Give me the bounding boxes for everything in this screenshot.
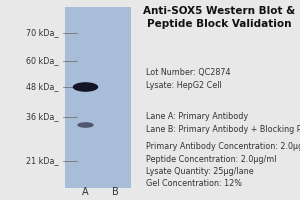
Text: Primary Antibody Concentration: 2.0μg/ml
Peptide Concentration: 2.0μg/ml
Lysate : Primary Antibody Concentration: 2.0μg/ml… xyxy=(146,142,300,188)
Text: Lane A: Primary Antibody
Lane B: Primary Antibody + Blocking Peptide: Lane A: Primary Antibody Lane B: Primary… xyxy=(146,112,300,134)
Text: Anti-SOX5 Western Blot &
Peptide Block Validation: Anti-SOX5 Western Blot & Peptide Block V… xyxy=(143,6,295,29)
Text: Lot Number: QC2874
Lysate: HepG2 Cell: Lot Number: QC2874 Lysate: HepG2 Cell xyxy=(146,68,230,90)
Ellipse shape xyxy=(77,122,94,128)
Text: 36 kDa_: 36 kDa_ xyxy=(26,112,58,121)
Text: A: A xyxy=(82,187,89,197)
Bar xyxy=(64,7,130,188)
Text: 60 kDa_: 60 kDa_ xyxy=(26,56,58,66)
Ellipse shape xyxy=(73,82,98,92)
Text: B: B xyxy=(112,187,119,197)
Text: 48 kDa_: 48 kDa_ xyxy=(26,83,58,92)
Text: 21 kDa_: 21 kDa_ xyxy=(26,156,58,166)
Text: 70 kDa_: 70 kDa_ xyxy=(26,28,58,38)
